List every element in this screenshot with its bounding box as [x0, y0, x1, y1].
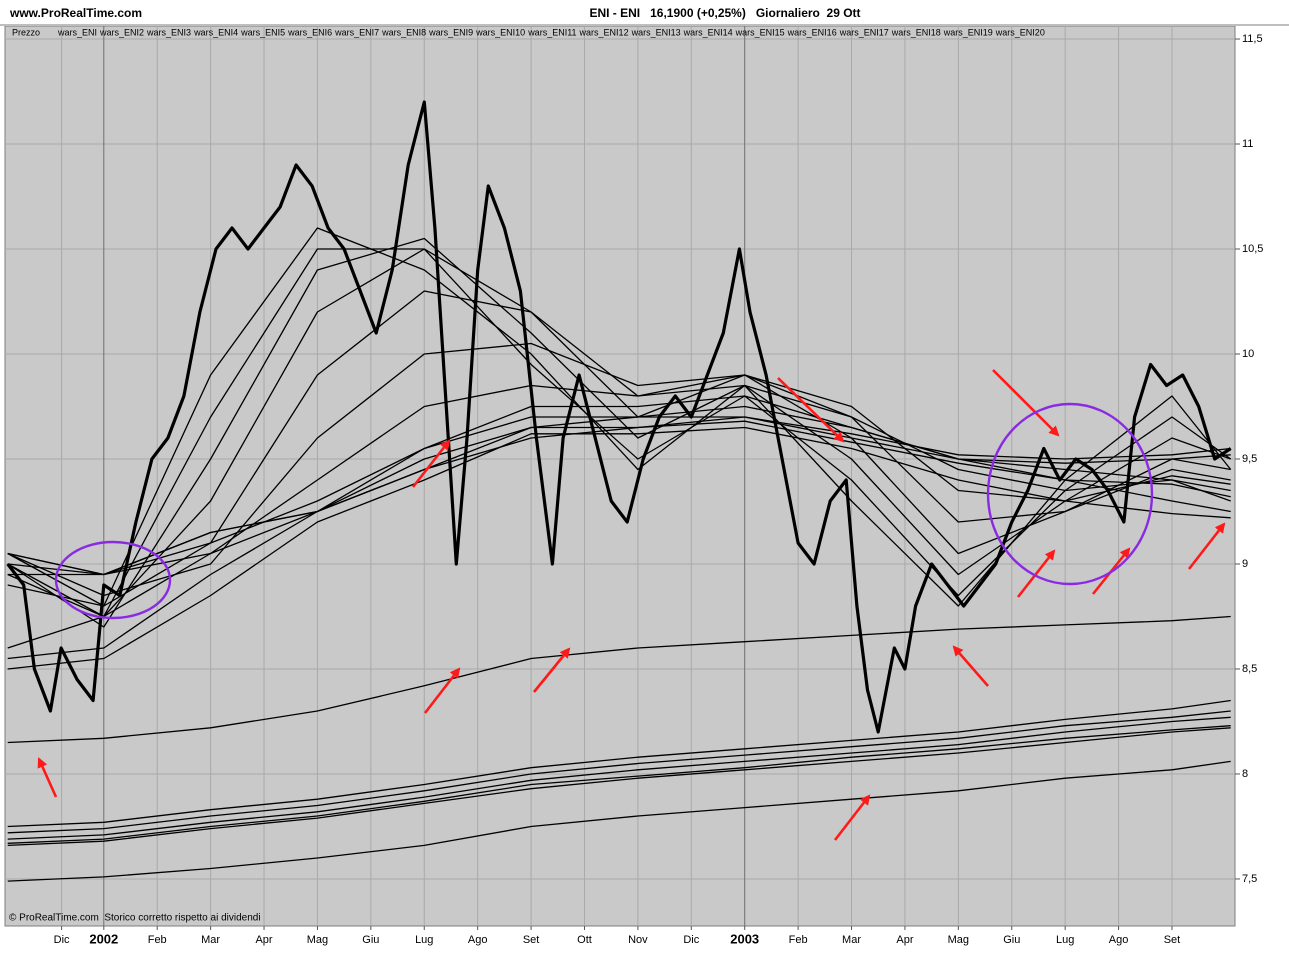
legend-entry: wars_ENI2 [99, 27, 144, 37]
legend-entry: wars_ENI14 [683, 27, 733, 37]
circle [986, 402, 1154, 586]
x-tick-label: Apr [896, 934, 913, 946]
x-tick-label: Feb [789, 934, 808, 946]
moving-average [7, 615, 1231, 744]
grid [5, 26, 1235, 926]
arrow [532, 647, 571, 693]
legend-entry: wars_ENI16 [787, 27, 837, 37]
x-tick-label: Feb [148, 934, 167, 946]
price-line [6, 100, 1232, 734]
plot-area [4, 25, 1236, 927]
arrow [777, 377, 845, 443]
annotations [37, 369, 1226, 841]
chart-title: ENI - ENI 16,1900 (+0,25%) Giornaliero 2… [589, 6, 860, 20]
legend-entry: wars_ENI [57, 27, 97, 37]
moving-average [7, 699, 1231, 828]
legend-entry: wars_ENI12 [579, 27, 629, 37]
legend-entry: wars_ENI11 [527, 27, 576, 37]
legend-entry: wars_ENI8 [381, 27, 426, 37]
x-tick-label: Giu [362, 934, 379, 946]
y-tick-label: 9 [1242, 558, 1248, 570]
y-tick-label: 8 [1242, 768, 1248, 780]
legend-entry: wars_ENI6 [287, 27, 332, 37]
lines [6, 100, 1232, 882]
y-tick-label: 11,5 [1242, 33, 1263, 45]
legend-entry: wars_ENI15 [735, 27, 785, 37]
y-tick-label: 11 [1242, 138, 1253, 150]
moving-average [7, 760, 1231, 882]
legend-entry: wars_ENI17 [839, 27, 889, 37]
legend-entry: wars_ENI9 [428, 27, 473, 37]
x-tick-label: Apr [255, 934, 272, 946]
arrow [1016, 549, 1056, 598]
legend-entry: wars_ENI3 [146, 27, 191, 37]
site: www.ProRealTime.com [9, 6, 142, 20]
footnote: © ProRealTime.com Storico corretto rispe… [9, 913, 261, 924]
x-tick-label: Set [523, 934, 540, 946]
x-tick-label: Mar [201, 934, 220, 946]
x-tick-label: Dic [54, 934, 70, 946]
moving-average [7, 426, 1231, 670]
legend-entry: wars_ENI10 [475, 27, 525, 37]
moving-average [7, 725, 1231, 844]
legend-entry: Prezzo [12, 27, 40, 37]
arrow [992, 369, 1060, 437]
x-tick-label: Ago [468, 934, 488, 946]
legend-entry: wars_ENI18 [891, 27, 941, 37]
x-tick-label: Mag [948, 934, 969, 946]
x-tick-label: Nov [628, 934, 648, 946]
arrow [833, 794, 871, 841]
arrow [423, 667, 461, 714]
x-tick-label: Dic [683, 934, 699, 946]
x-tick-label: Mar [842, 934, 861, 946]
red-arrows [37, 369, 1226, 841]
x-tick-label: Giu [1003, 934, 1020, 946]
y-tick-label: 10,5 [1242, 243, 1263, 255]
y-tick-label: 10 [1242, 348, 1254, 360]
x-tick-label: Lug [1056, 934, 1074, 946]
legend: Prezzo wars_ENI wars_ENI2 wars_ENI3 wars_ENI… [12, 27, 1045, 37]
x-tick-label: 2002 [89, 931, 118, 946]
legend-entry: wars_ENI20 [995, 27, 1045, 37]
arrow [952, 645, 989, 687]
arrow [1187, 522, 1226, 570]
legend-entry: wars_ENI7 [334, 27, 379, 37]
y-tick-label: 7,5 [1242, 873, 1257, 885]
legend-entry: wars_ENI4 [193, 27, 238, 37]
y-tick-label: 8,5 [1242, 663, 1257, 675]
x-tick-label: Ott [577, 934, 592, 946]
x-tick-label: Set [1164, 934, 1181, 946]
legend-entry: wars_ENI19 [943, 27, 993, 37]
moving-average [7, 727, 1231, 847]
y-tick-label: 9,5 [1242, 453, 1257, 465]
x-tick-label: Mag [307, 934, 328, 946]
header-bar [0, 0, 1289, 26]
x-tick-label: Lug [415, 934, 433, 946]
x-tick-label: 2003 [730, 931, 759, 946]
arrow [411, 439, 451, 488]
x-tick-label: Ago [1109, 934, 1129, 946]
moving-average [7, 420, 1231, 660]
legend-entry: wars_ENI13 [631, 27, 681, 37]
legend-entry: wars_ENI5 [240, 27, 285, 37]
moving-average [7, 716, 1231, 840]
moving-average [7, 710, 1231, 834]
moving-average [7, 416, 1231, 576]
arrow [37, 757, 58, 798]
circle [54, 540, 172, 620]
